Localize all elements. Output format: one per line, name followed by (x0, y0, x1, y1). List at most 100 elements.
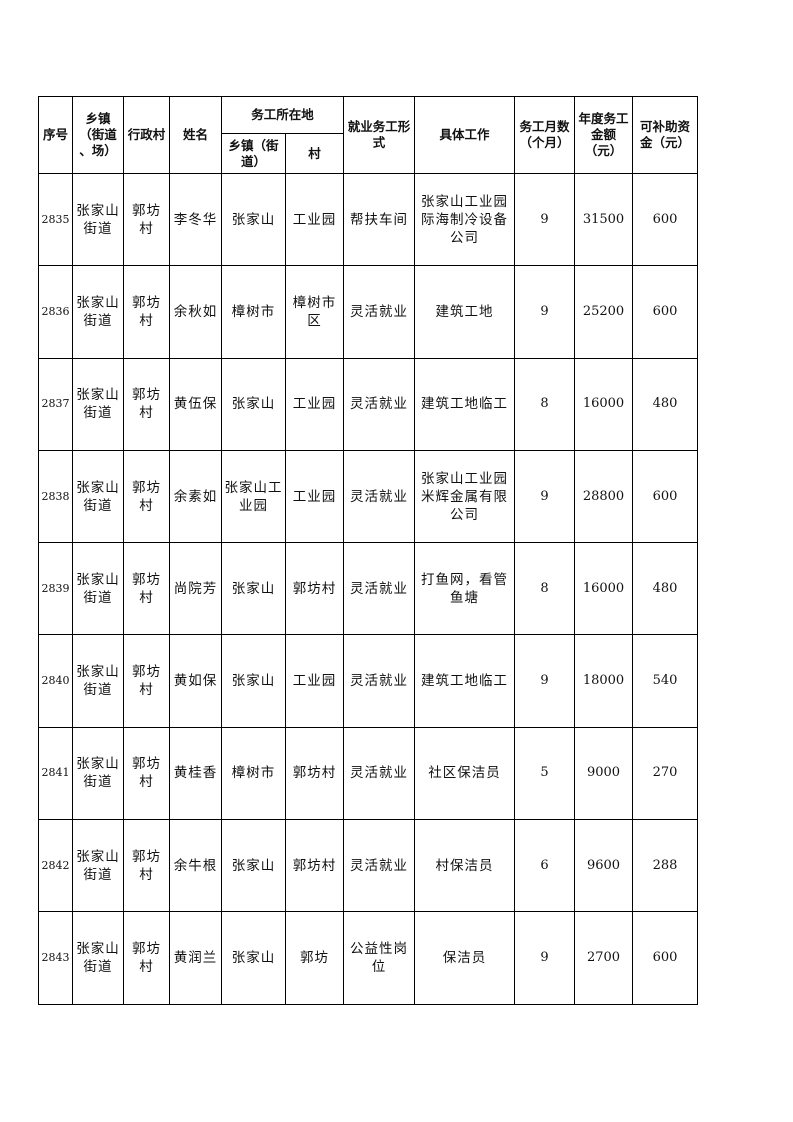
cell-name: 余秋如 (169, 265, 222, 359)
cell-town: 张家山 街道 (72, 357, 124, 451)
cell-income: 18000 (574, 634, 634, 728)
subheader-row: 乡镇（街 道） 村 (39, 133, 698, 174)
cell-form: 灵活就业 (343, 634, 416, 728)
cell-village: 郭坊 村 (123, 357, 170, 451)
cell-work-town: 张家山 (221, 172, 286, 267)
table-row: 2838 张家山 街道 郭坊 村余素如 张家山工 业园 工业园 灵活就业 张家山工业园 米辉… (38, 449, 699, 544)
cell-form: 灵活就业 (343, 265, 416, 359)
table-row: 2841 张家山 街道 郭坊 村黄桂香 樟树市 郭坊村 灵活就业 社区保洁员 5 9000 270 (38, 726, 699, 821)
cell-job: 保洁员 (414, 911, 516, 1005)
cell-town: 张家山 街道 (72, 726, 124, 821)
cell-subsidy: 600 (632, 911, 699, 1005)
cell-form: 公益性岗 位 (343, 911, 416, 1005)
cell-subsidy: 480 (632, 357, 699, 451)
cell-income: 16000 (574, 542, 634, 636)
table-row: 2835 张家山 街道 郭坊 村李冬华 张家山 工业园 帮扶车间 张家山工业园 际海制冷设备… (38, 172, 699, 267)
header-town: 乡镇 （街道 、场） (72, 96, 124, 174)
cell-income: 9000 (574, 726, 634, 821)
cell-subsidy: 600 (632, 172, 699, 267)
cell-town: 张家山 街道 (72, 265, 124, 359)
cell-village: 郭坊 村 (123, 911, 170, 1005)
table-row: 2836 张家山 街道 郭坊 村余秋如 樟树市 樟树市 区灵活就业 建筑工地 9 25200 6… (38, 265, 699, 359)
cell-work-town: 樟树市 (221, 265, 286, 359)
cell-seq: 2837 (38, 357, 73, 451)
cell-seq: 2842 (38, 819, 73, 913)
cell-work-village: 工业园 (284, 357, 345, 451)
cell-town: 张家山 街道 (72, 172, 124, 267)
cell-income: 9600 (574, 819, 634, 913)
cell-town: 张家山 街道 (72, 634, 124, 728)
cell-months: 5 (514, 726, 576, 821)
cell-work-village: 郭坊 (284, 911, 345, 1005)
cell-work-village: 工业园 (284, 172, 345, 267)
cell-subsidy: 480 (632, 542, 699, 636)
cell-income: 16000 (574, 357, 634, 451)
cell-seq: 2836 (38, 265, 73, 359)
cell-form: 灵活就业 (343, 819, 416, 913)
cell-work-town: 张家山 (221, 911, 286, 1005)
cell-work-town: 张家山 (221, 819, 286, 913)
header-work-town: 乡镇（街 道） (221, 133, 286, 174)
cell-work-village: 工业园 (284, 634, 345, 728)
cell-job: 张家山工业园 际海制冷设备 公司 (414, 172, 516, 267)
cell-work-village: 樟树市 区 (284, 265, 345, 359)
cell-work-town: 樟树市 (221, 726, 286, 821)
cell-seq: 2841 (38, 726, 73, 821)
header-subsidy: 可补助资 金（元） (632, 96, 699, 174)
cell-subsidy: 288 (632, 819, 699, 913)
cell-form: 帮扶车间 (343, 172, 416, 267)
cell-job: 建筑工地 (414, 265, 516, 359)
cell-job: 建筑工地临工 (414, 357, 516, 451)
cell-village: 郭坊 村 (123, 819, 170, 913)
cell-form: 灵活就业 (343, 357, 416, 451)
cell-work-town: 张家山工 业园 (221, 449, 286, 544)
cell-job: 建筑工地临工 (414, 634, 516, 728)
cell-months: 9 (514, 265, 576, 359)
table-row: 2840 张家山 街道 郭坊 村黄如保 张家山 工业园 灵活就业 建筑工地临工 9 18000 5… (38, 634, 699, 728)
cell-seq: 2835 (38, 172, 73, 267)
cell-job: 打鱼网，看管 鱼塘 (414, 542, 516, 636)
header-months: 务工月数 （个月） (514, 96, 576, 174)
cell-village: 郭坊 村 (123, 542, 170, 636)
cell-village: 郭坊 村 (123, 449, 170, 544)
cell-seq: 2839 (38, 542, 73, 636)
cell-seq: 2843 (38, 911, 73, 1005)
cell-work-village: 郭坊村 (284, 542, 345, 636)
cell-form: 灵活就业 (343, 542, 416, 636)
cell-subsidy: 270 (632, 726, 699, 821)
cell-seq: 2840 (38, 634, 73, 728)
cell-income: 25200 (574, 265, 634, 359)
cell-job: 张家山工业园 米辉金属有限 公司 (414, 449, 516, 544)
cell-name: 余牛根 (169, 819, 222, 913)
cell-months: 9 (514, 634, 576, 728)
cell-town: 张家山 街道 (72, 819, 124, 913)
table-row: 2839 张家山 街道 郭坊 村尚院芳 张家山 郭坊村 灵活就业 打鱼网，看管 鱼塘 8 160… (38, 542, 699, 636)
cell-name: 黄润兰 (169, 911, 222, 1005)
cell-town: 张家山 街道 (72, 449, 124, 544)
cell-months: 8 (514, 357, 576, 451)
cell-work-town: 张家山 (221, 357, 286, 451)
cell-name: 李冬华 (169, 172, 222, 267)
cell-town: 张家山 街道 (72, 911, 124, 1005)
cell-work-town: 张家山 (221, 634, 286, 728)
cell-income: 2700 (574, 911, 634, 1005)
table-row: 2842 张家山 街道 郭坊 村余牛根 张家山 郭坊村 灵活就业 村保洁员 6 9600 288 (38, 819, 699, 913)
cell-village: 郭坊 村 (123, 265, 170, 359)
header-name: 姓名 (169, 96, 222, 174)
cell-seq: 2838 (38, 449, 73, 544)
table-row: 2843 张家山 街道 郭坊 村黄润兰 张家山 郭坊 公益性岗 位保洁员 9 2700 600 (38, 911, 699, 1005)
cell-months: 9 (514, 449, 576, 544)
cell-village: 郭坊 村 (123, 634, 170, 728)
cell-job: 社区保洁员 (414, 726, 516, 821)
cell-months: 9 (514, 172, 576, 267)
cell-name: 黄伍保 (169, 357, 222, 451)
header-job: 具体工作 (414, 96, 516, 174)
employment-subsidy-table: 序号 乡镇 （街道 、场） 行政村 姓名 务工所在地 就业务工形 式 具体工作 … (38, 96, 699, 1005)
cell-town: 张家山 街道 (72, 542, 124, 636)
cell-form: 灵活就业 (343, 449, 416, 544)
cell-months: 8 (514, 542, 576, 636)
cell-months: 6 (514, 819, 576, 913)
header-employment-form: 就业务工形 式 (343, 96, 416, 174)
cell-name: 尚院芳 (169, 542, 222, 636)
cell-subsidy: 540 (632, 634, 699, 728)
